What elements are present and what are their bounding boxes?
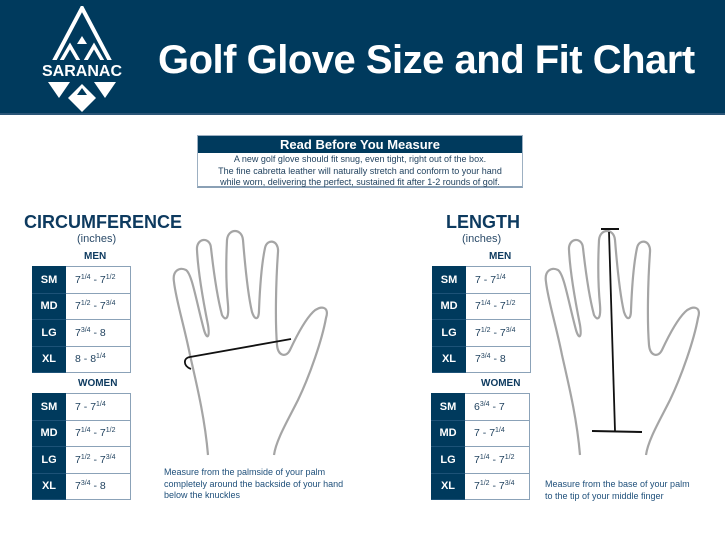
length-bottom-bar [591, 430, 643, 433]
size-row: XL 73/4 - 8 [432, 345, 531, 373]
caption-line: to the tip of your middle finger [545, 490, 664, 501]
size-label: XL [431, 472, 465, 500]
hand-outline-length [544, 229, 701, 457]
size-row: LG 71/2 - 73/4 [432, 319, 531, 347]
notice-line: while worn, delivering the perfect, sust… [220, 177, 500, 187]
wrap-arc [183, 356, 192, 370]
size-range: 71/4 - 71/2 [65, 266, 131, 294]
caption-line: Measure from the base of your palm [545, 479, 690, 489]
notice-line: The fine cabretta leather will naturally… [218, 165, 502, 176]
size-label: LG [431, 446, 465, 474]
caption-line: below the knuckles [164, 490, 241, 500]
size-row: XL 73/4 - 8 [32, 472, 131, 500]
notice-title: Read Before You Measure [198, 136, 522, 153]
circumference-women-table: SM 7 - 71/4 MD 71/4 - 71/2 LG 71/2 - 73/4 XL 73… [32, 393, 131, 500]
size-range: 8 - 81/4 [65, 345, 131, 373]
header-banner: SARANAC Golf Glove Size and Fit Chart [0, 0, 725, 115]
circumference-men-table: SM 71/4 - 71/2 MD 71/2 - 73/4 LG 73/4 - 8 XL 8 … [32, 266, 131, 373]
size-range: 71/2 - 73/4 [464, 472, 530, 500]
size-range: 71/2 - 73/4 [65, 292, 131, 320]
length-title: LENGTH [446, 212, 520, 232]
length-caption: Measure from the base of your palm to th… [545, 479, 690, 502]
size-range: 71/4 - 71/2 [464, 446, 530, 474]
size-range: 71/2 - 73/4 [465, 319, 531, 347]
notice-line: A new golf glove should fit snug, even t… [233, 154, 487, 164]
circumference-units: (inches) [77, 233, 117, 245]
size-label: LG [32, 319, 66, 347]
size-row: LG 71/4 - 71/2 [431, 446, 530, 474]
size-range: 63/4 - 7 [464, 393, 530, 421]
size-row: MD 7 - 71/4 [431, 419, 530, 447]
size-row: SM 7 - 71/4 [432, 266, 531, 294]
circumference-title: CIRCUMFERENCE [24, 212, 183, 232]
size-range: 73/4 - 8 [465, 345, 531, 373]
size-row: LG 73/4 - 8 [32, 319, 131, 347]
circumference-men-label: MEN [84, 251, 107, 262]
size-range: 7 - 71/4 [465, 266, 531, 294]
size-range: 7 - 71/4 [464, 419, 530, 447]
page-title: Golf Glove Size and Fit Chart [158, 38, 695, 82]
size-range: 73/4 - 8 [65, 472, 131, 500]
measure-notice: Read Before You Measure A new golf glove… [197, 135, 523, 188]
logo-text: SARANAC [42, 63, 122, 80]
size-label: XL [32, 472, 66, 500]
size-row: SM 63/4 - 7 [431, 393, 530, 421]
length-measure-line [608, 231, 616, 432]
size-row: MD 71/2 - 73/4 [32, 292, 131, 320]
caption-line: Measure from the palmside of your palm [164, 467, 326, 477]
circumference-caption: Measure from the palmside of your palm c… [164, 467, 343, 502]
length-units: (inches) [462, 233, 502, 245]
size-row: MD 71/4 - 71/2 [32, 419, 131, 447]
size-range: 73/4 - 8 [65, 319, 131, 347]
caption-line: completely around the backside of your h… [164, 478, 344, 489]
size-label: MD [32, 419, 66, 447]
size-label: XL [432, 345, 466, 373]
size-range: 7 - 71/4 [65, 393, 131, 421]
circumference-measure-line [189, 338, 292, 358]
size-label: SM [32, 266, 66, 294]
size-row: XL 71/2 - 73/4 [431, 472, 530, 500]
circumference-women-label: WOMEN [78, 378, 118, 389]
length-men-table: SM 7 - 71/4 MD 71/4 - 71/2 LG 71/2 - 73/4 XL 73… [432, 266, 531, 373]
saranac-logo: SARANAC [40, 6, 124, 112]
size-label: XL [32, 345, 66, 373]
size-range: 71/4 - 71/2 [65, 419, 131, 447]
size-row: XL 8 - 81/4 [32, 345, 131, 373]
size-row: SM 71/4 - 71/2 [32, 266, 131, 294]
length-women-table: SM 63/4 - 7 MD 7 - 71/4 LG 71/4 - 71/2 XL 71/2 … [431, 393, 530, 500]
length-men-label: MEN [489, 251, 512, 262]
length-women-label: WOMEN [481, 378, 521, 389]
hand-outline-circumference [172, 229, 329, 457]
